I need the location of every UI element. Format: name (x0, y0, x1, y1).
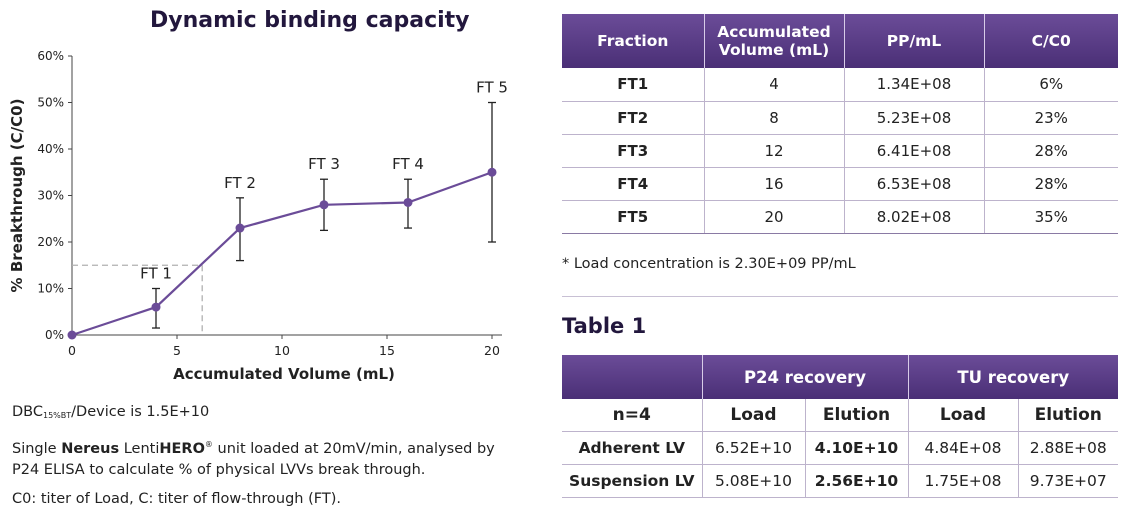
header-pp: PP/mL (844, 14, 985, 68)
method-note: Single Nereus LentiHERO® unit loaded at … (12, 440, 495, 478)
table-row: Adherent LV 6.52E+10 4.10E+10 4.84E+08 2.88E… (562, 431, 1118, 465)
data-point (487, 167, 497, 177)
dbc-note: DBC15%BT/Device is 1.5E+10 (12, 404, 210, 420)
table-cell: 5.23E+08 (844, 101, 985, 135)
table-cell: Suspension LV (562, 464, 703, 498)
table-header-row: Fraction Accumulated Volume (mL) PP/mL C… (562, 14, 1118, 68)
y-tick-label: 20% (37, 235, 64, 249)
x-tick-label: 10 (274, 343, 290, 358)
table-row: FT5 20 8.02E+08 35% (562, 200, 1118, 234)
table-cell: Adherent LV (562, 431, 703, 465)
data-point (403, 197, 413, 207)
sub-header-row: n=4 Load Elution Load Elution (562, 399, 1118, 432)
y-tick-label: 40% (37, 142, 64, 156)
table1-title: Table 1 (562, 314, 647, 338)
table-cell: 9.73E+07 (1018, 464, 1118, 498)
load-footnote: * Load concentration is 2.30E+09 PP/mL (562, 256, 856, 272)
chart-notes: DBC15%BT/Device is 1.5E+10 Single Nereus… (12, 402, 495, 517)
data-point (235, 223, 245, 233)
header-cc0: C/C0 (984, 14, 1118, 68)
group-header-empty (562, 355, 703, 399)
y-tick-label: 50% (37, 96, 64, 110)
y-tick-label: 0% (45, 328, 64, 342)
sub-header-tu-elution: Elution (1018, 399, 1118, 432)
titer-note: C0: titer of Load, C: titer of flow-thro… (12, 490, 341, 507)
group-header-tu: TU recovery (908, 355, 1118, 399)
header-fraction: Fraction (562, 14, 705, 68)
table-cell: 35% (984, 200, 1118, 234)
sub-header-n: n=4 (562, 399, 703, 432)
point-label: FT 4 (392, 155, 424, 173)
table-cell: 4.10E+10 (805, 431, 909, 465)
header-volume: Accumulated Volume (mL) (704, 14, 845, 68)
table-row: FT1 4 1.34E+08 6% (562, 68, 1118, 102)
point-label: FT 2 (224, 174, 256, 192)
table-cell: 12 (704, 134, 845, 168)
data-point (151, 302, 161, 312)
table-cell: 4 (704, 68, 845, 102)
table-cell: FT3 (562, 134, 705, 168)
table-cell: 6.53E+08 (844, 167, 985, 201)
table-cell: 2.88E+08 (1018, 431, 1118, 465)
table-cell: 28% (984, 134, 1118, 168)
x-tick-label: 20 (484, 343, 500, 358)
table-cell: FT5 (562, 200, 705, 234)
x-tick-label: 5 (173, 343, 181, 358)
data-point (67, 330, 77, 340)
table-row: Suspension LV 5.08E+10 2.56E+10 1.75E+08 9.7… (562, 464, 1118, 498)
point-label: FT 3 (308, 155, 340, 173)
x-axis-label: Accumulated Volume (mL) (173, 365, 395, 383)
table-row: FT3 12 6.41E+08 28% (562, 134, 1118, 168)
table-cell: 1.75E+08 (908, 464, 1019, 498)
y-tick-label: 10% (37, 282, 64, 296)
y-axis-label: % Breakthrough (C/C0) (8, 99, 26, 293)
table-cell: 6% (984, 68, 1118, 102)
group-header-p24: P24 recovery (702, 355, 909, 399)
breakthrough-chart: 0% 10% 20% 30% 40% 50% 60% 0 5 10 15 20 Accumulated … (8, 49, 508, 383)
y-tick-label: 30% (37, 189, 64, 203)
table-cell: 6.41E+08 (844, 134, 985, 168)
table-cell: FT4 (562, 167, 705, 201)
table-cell: 1.34E+08 (844, 68, 985, 102)
x-tick-label: 15 (379, 343, 395, 358)
fraction-table: Fraction Accumulated Volume (mL) PP/mL C… (562, 14, 1118, 234)
x-tick-label: 0 (68, 343, 76, 358)
table-cell: 5.08E+10 (702, 464, 806, 498)
table-cell: 8.02E+08 (844, 200, 985, 234)
table-row: FT2 8 5.23E+08 23% (562, 101, 1118, 135)
table-cell: 20 (704, 200, 845, 234)
table-cell: 16 (704, 167, 845, 201)
table-cell: FT1 (562, 68, 705, 102)
y-tick-label: 60% (37, 49, 64, 63)
chart-title: Dynamic binding capacity (150, 8, 470, 33)
table-cell: 28% (984, 167, 1118, 201)
series-line (71, 171, 493, 337)
divider (562, 296, 1118, 297)
sub-header-p24-elution: Elution (805, 399, 909, 432)
sub-header-tu-load: Load (908, 399, 1019, 432)
table-row: FT4 16 6.53E+08 28% (562, 167, 1118, 201)
table-cell: 4.84E+08 (908, 431, 1019, 465)
sub-header-p24-load: Load (702, 399, 806, 432)
table-cell: 23% (984, 101, 1118, 135)
table-cell: 2.56E+10 (805, 464, 909, 498)
table-cell: 6.52E+10 (702, 431, 806, 465)
table-cell: 8 (704, 101, 845, 135)
group-header-row: P24 recovery TU recovery (562, 355, 1118, 399)
recovery-table: P24 recovery TU recovery n=4 Load Elutio… (562, 355, 1118, 498)
data-point (319, 200, 329, 210)
table-cell: FT2 (562, 101, 705, 135)
point-label: FT 5 (476, 79, 508, 97)
point-label: FT 1 (140, 265, 172, 283)
